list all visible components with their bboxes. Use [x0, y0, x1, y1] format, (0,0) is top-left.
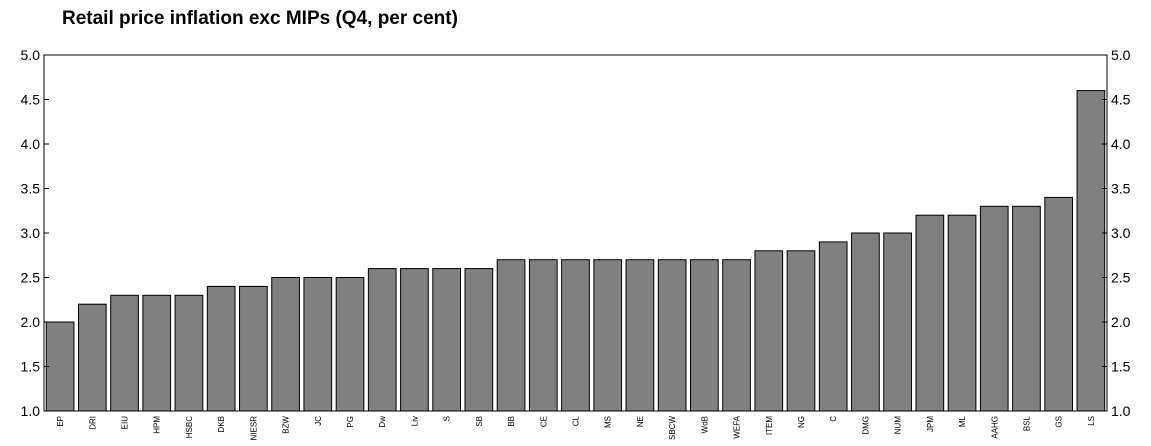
- x-category-label: HSBC: [185, 416, 194, 438]
- x-category-label: HPM: [153, 416, 162, 434]
- x-category-label: Dw: [378, 416, 387, 428]
- bar-dw: [367, 268, 397, 412]
- y-tick-label-right: 2.0: [1111, 314, 1131, 330]
- y-tick-label-left: 4.5: [21, 92, 41, 108]
- y-tick-label-right: 2.5: [1111, 270, 1131, 286]
- bar-wefa: [722, 259, 751, 412]
- y-tick-label-right: 5.0: [1111, 47, 1131, 63]
- x-category-label: DKB: [217, 416, 226, 432]
- x-category-label: Liv: [410, 416, 419, 426]
- bar-sbcw: [657, 259, 687, 412]
- bar-niesr: [239, 285, 268, 412]
- bar-ep: [45, 321, 75, 412]
- x-category-label: WEFA: [733, 415, 742, 438]
- bar-aahg: [979, 205, 1009, 412]
- x-category-label: ITEM: [765, 416, 774, 435]
- y-tick-label-left: 3.0: [21, 225, 41, 241]
- x-category-label: JPM: [926, 416, 935, 432]
- bar-bsl: [1012, 205, 1041, 412]
- y-tick-label-right: 4.0: [1111, 136, 1131, 152]
- bar-ml: [947, 214, 977, 412]
- bar-item: [754, 250, 784, 412]
- y-tick-label-left: 2.5: [21, 270, 41, 286]
- y-tick-label-right: 4.5: [1111, 92, 1131, 108]
- y-tick-label-right: 1.0: [1111, 403, 1131, 419]
- x-category-label: EIU: [121, 416, 130, 430]
- y-tick-label-left: 1.0: [21, 403, 41, 419]
- chart-title: Retail price inflation exc MIPs (Q4, per…: [62, 8, 458, 29]
- bar-dkb: [206, 285, 236, 412]
- x-category-label: LS: [1087, 416, 1096, 426]
- x-category-label: EP: [56, 416, 65, 427]
- x-category-label: SB: [475, 416, 484, 427]
- x-category-label: WdB: [700, 416, 709, 433]
- x-category-label: BSL: [1022, 415, 1031, 431]
- bars-layer: [45, 90, 1106, 412]
- x-category-label: MS: [604, 416, 613, 428]
- x-category-label: DMG: [861, 416, 870, 435]
- ticks-layer: [44, 54, 1107, 412]
- bar-hpm: [142, 294, 172, 412]
- x-category-label: BZW: [282, 416, 291, 434]
- bar-ce: [528, 259, 558, 412]
- bar-dmg: [851, 232, 880, 412]
- x-category-label: NG: [797, 416, 806, 428]
- y-tick-label-right: 3.0: [1111, 225, 1131, 241]
- x-category-label: PG: [346, 416, 355, 428]
- y-tick-label-left: 2.0: [21, 314, 41, 330]
- x-category-label: NIESR: [249, 416, 258, 441]
- x-category-label: AAHG: [990, 416, 999, 439]
- x-category-label: GS: [1055, 416, 1064, 428]
- y-tick-label-left: 1.5: [21, 359, 41, 375]
- y-tick-label-right: 3.5: [1111, 181, 1131, 197]
- bar-ls: [1076, 90, 1106, 412]
- bar-sb: [464, 268, 494, 412]
- x-category-label: ML: [958, 415, 967, 427]
- y-tick-label-left: 4.0: [21, 136, 41, 152]
- bar-gs: [1044, 196, 1074, 412]
- x-category-label: C: [829, 416, 838, 422]
- x-category-label: BB: [507, 416, 516, 427]
- bar-hsbc: [174, 294, 204, 412]
- x-category-label: SBCW: [668, 416, 677, 440]
- bar-ne: [625, 259, 655, 412]
- bar-bb: [496, 259, 526, 412]
- bar-bzw: [271, 277, 300, 412]
- x-category-label: NE: [636, 416, 645, 427]
- bar-num: [883, 232, 912, 412]
- bar-cl: [561, 259, 590, 412]
- bar-s: [432, 268, 461, 412]
- bar-ng: [786, 250, 816, 412]
- bar-eiu: [110, 294, 139, 412]
- y-tick-label-right: 1.5: [1111, 359, 1131, 375]
- bar-jpm: [915, 214, 945, 412]
- x-category-label: DRI: [88, 416, 97, 430]
- x-category-label: CE: [539, 416, 548, 427]
- y-tick-label-left: 3.5: [21, 181, 41, 197]
- bar-pg: [335, 277, 365, 412]
- bar-ms: [593, 259, 623, 412]
- bar-c: [818, 241, 848, 412]
- x-category-label: CL: [572, 415, 581, 426]
- x-category-label: JC: [314, 416, 323, 426]
- x-category-label: S: [443, 416, 452, 421]
- x-category-label: NUM: [894, 416, 903, 435]
- bar-liv: [400, 268, 429, 412]
- labels-layer: 1.0 1.0 1.5 1.5 2.0 2.0 2.5 2.5 3.0 3.0 3.5 3.5 4.0 4…: [21, 47, 1131, 440]
- bar-jc: [303, 277, 333, 412]
- y-tick-label-left: 5.0: [21, 47, 41, 63]
- bar-wdb: [690, 259, 719, 412]
- bar-dri: [77, 303, 107, 412]
